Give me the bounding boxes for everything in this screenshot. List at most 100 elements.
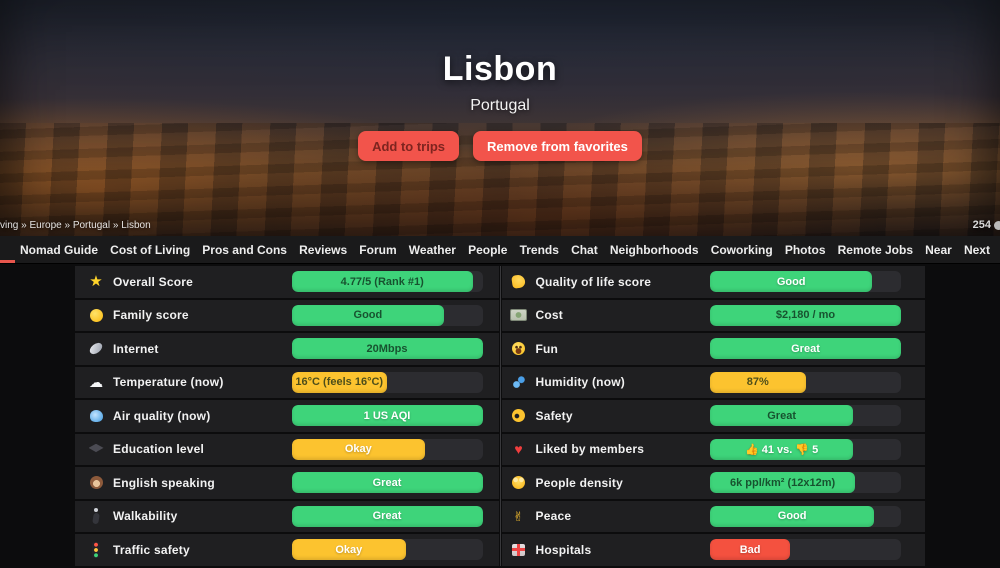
score-bar[interactable]: 4.77/5 (Rank #1) [291, 271, 483, 293]
tab-people[interactable]: People [468, 242, 508, 257]
droplets-icon [510, 374, 528, 390]
heart-icon: ♥ [514, 441, 523, 458]
row-label: Hospitals [535, 542, 592, 557]
table-row: Internet 20Mbps [75, 333, 499, 365]
add-to-trips-button[interactable]: Add to trips [358, 131, 460, 161]
tab-bar: Nomad Guide Cost of Living Pros and Cons Re… [0, 236, 1000, 264]
scores-column-right: Quality of life score Good Cost $2,180 /… [501, 266, 925, 566]
score-bar-fill: Good [710, 271, 873, 293]
smiley-icon [510, 341, 528, 357]
table-row: ★ Overall Score 4.77/5 (Rank #1) [75, 266, 499, 298]
score-bar-fill: 87% [710, 371, 806, 393]
traffic-light-icon [87, 542, 105, 558]
scores-section: ★ Overall Score 4.77/5 (Rank #1) Family … [0, 264, 1000, 566]
star-icon: ★ [89, 273, 103, 291]
row-label: People density [535, 475, 623, 490]
scores-table: ★ Overall Score 4.77/5 (Rank #1) Family … [75, 266, 925, 566]
tab-reviews[interactable]: Reviews [299, 242, 348, 257]
tab-trends[interactable]: Trends [519, 242, 559, 257]
row-label: Quality of life score [535, 274, 652, 289]
score-bar-fill: Great [710, 405, 854, 427]
remove-from-favorites-button[interactable]: Remove from favorites [473, 131, 642, 161]
graduation-cap-icon [87, 441, 105, 457]
scores-column-left: ★ Overall Score 4.77/5 (Rank #1) Family … [75, 266, 499, 566]
table-row: Safety Great [501, 400, 925, 432]
score-bar-fill: 20Mbps [291, 338, 483, 360]
tab-next[interactable]: Next [963, 242, 990, 257]
row-label: Peace [535, 509, 572, 524]
score-bar[interactable]: 20Mbps [291, 338, 483, 360]
score-bar[interactable]: Good [291, 304, 483, 326]
table-row: ☁ Temperature (now) 16°C (feels 16°C) [75, 366, 499, 398]
tab-chat[interactable]: Chat [571, 242, 598, 257]
table-row: Hospitals Bad [501, 534, 925, 566]
table-row: Air quality (now) 1 US AQI [75, 400, 499, 432]
wind-icon [87, 408, 105, 424]
row-label: Overall Score [113, 274, 193, 289]
score-bar[interactable]: Great [291, 505, 483, 527]
row-label: Education level [113, 442, 205, 457]
score-bar[interactable]: Great [291, 472, 483, 494]
tab-neighborhoods[interactable]: Neighborhoods [609, 242, 699, 257]
hospital-icon [510, 542, 528, 558]
row-label: English speaking [113, 475, 215, 490]
row-label: Humidity (now) [535, 375, 625, 390]
thumbs-up-icon [510, 274, 528, 290]
cloud-icon: ☁ [89, 374, 103, 391]
score-bar-fill: 👍 41 vs. 👎 5 [710, 438, 854, 460]
breadcrumb[interactable]: ving » Europe » Portugal » Lisbon [0, 219, 151, 231]
table-row: Traffic safety Okay [75, 534, 499, 566]
pedestrian-icon [87, 508, 105, 524]
ok-hand-icon [510, 408, 528, 424]
tab-near[interactable]: Near [925, 242, 952, 257]
tab-cost-of-living[interactable]: Cost of Living [110, 242, 191, 257]
score-bar-fill: Okay [291, 539, 407, 561]
table-row: Humidity (now) 87% [501, 366, 925, 398]
country-subtitle: Portugal [470, 97, 530, 114]
table-row: ✌ Peace Good [501, 500, 925, 532]
score-bar[interactable]: Great [710, 405, 901, 427]
monkey-icon [87, 475, 105, 491]
score-bar-fill: 1 US AQI [291, 405, 483, 427]
tab-forum[interactable]: Forum [359, 242, 397, 257]
chick-icon [87, 307, 105, 323]
tab-photos[interactable]: Photos [784, 242, 826, 257]
score-bar[interactable]: $2,180 / mo [710, 304, 901, 326]
table-row: ♥ Liked by members 👍 41 vs. 👎 5 [501, 433, 925, 465]
score-bar[interactable]: Good [710, 271, 901, 293]
score-bar[interactable]: Good [710, 505, 901, 527]
score-bar-fill: 16°C (feels 16°C) [291, 371, 387, 393]
table-row: Education level Okay [75, 433, 499, 465]
page-title: Lisbon [442, 50, 558, 88]
score-bar-fill: Good [710, 505, 875, 527]
score-bar-fill: Great [291, 505, 483, 527]
tab-pros-and-cons[interactable]: Pros and Cons [202, 242, 287, 257]
table-row: Walkability Great [75, 500, 499, 532]
peace-hand-icon: ✌ [513, 508, 524, 524]
hero-banner: Lisbon Portugal Add to trips Remove from… [0, 0, 1000, 236]
score-bar[interactable]: 6k ppl/km² (12x12m) [710, 472, 901, 494]
score-bar[interactable]: Great [710, 338, 901, 360]
score-bar[interactable]: 👍 41 vs. 👎 5 [710, 438, 901, 460]
tab-weather[interactable]: Weather [408, 242, 456, 257]
score-bar[interactable]: 16°C (feels 16°C) [291, 371, 483, 393]
score-bar-fill: $2,180 / mo [710, 304, 901, 326]
members-icon [994, 220, 1000, 230]
score-bar-fill: Great [710, 338, 901, 360]
tab-nomad-guide[interactable]: Nomad Guide [20, 242, 99, 257]
members-count: 254 [973, 219, 1000, 231]
score-bar-fill: Good [291, 304, 445, 326]
row-label: Family score [113, 308, 189, 323]
row-label: Liked by members [535, 442, 645, 457]
table-row: Quality of life score Good [501, 266, 925, 298]
row-label: Cost [535, 308, 563, 323]
table-row: Fun Great [501, 333, 925, 365]
tab-coworking[interactable]: Coworking [710, 242, 773, 257]
score-bar[interactable]: 87% [710, 371, 901, 393]
score-bar[interactable]: 1 US AQI [291, 405, 483, 427]
money-icon [510, 307, 528, 323]
score-bar[interactable]: Okay [291, 438, 483, 460]
score-bar[interactable]: Okay [291, 539, 483, 561]
score-bar[interactable]: Bad [710, 539, 901, 561]
tab-remote-jobs[interactable]: Remote Jobs [837, 242, 913, 257]
